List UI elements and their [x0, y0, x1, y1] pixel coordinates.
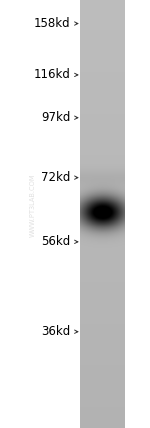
- Text: 56kd: 56kd: [41, 235, 70, 248]
- Text: 158kd: 158kd: [34, 17, 70, 30]
- Text: 97kd: 97kd: [41, 111, 70, 124]
- Text: 72kd: 72kd: [41, 171, 70, 184]
- Text: 116kd: 116kd: [34, 68, 70, 81]
- Text: 36kd: 36kd: [41, 325, 70, 338]
- Text: WWW.PT3LAB.COM: WWW.PT3LAB.COM: [30, 174, 36, 237]
